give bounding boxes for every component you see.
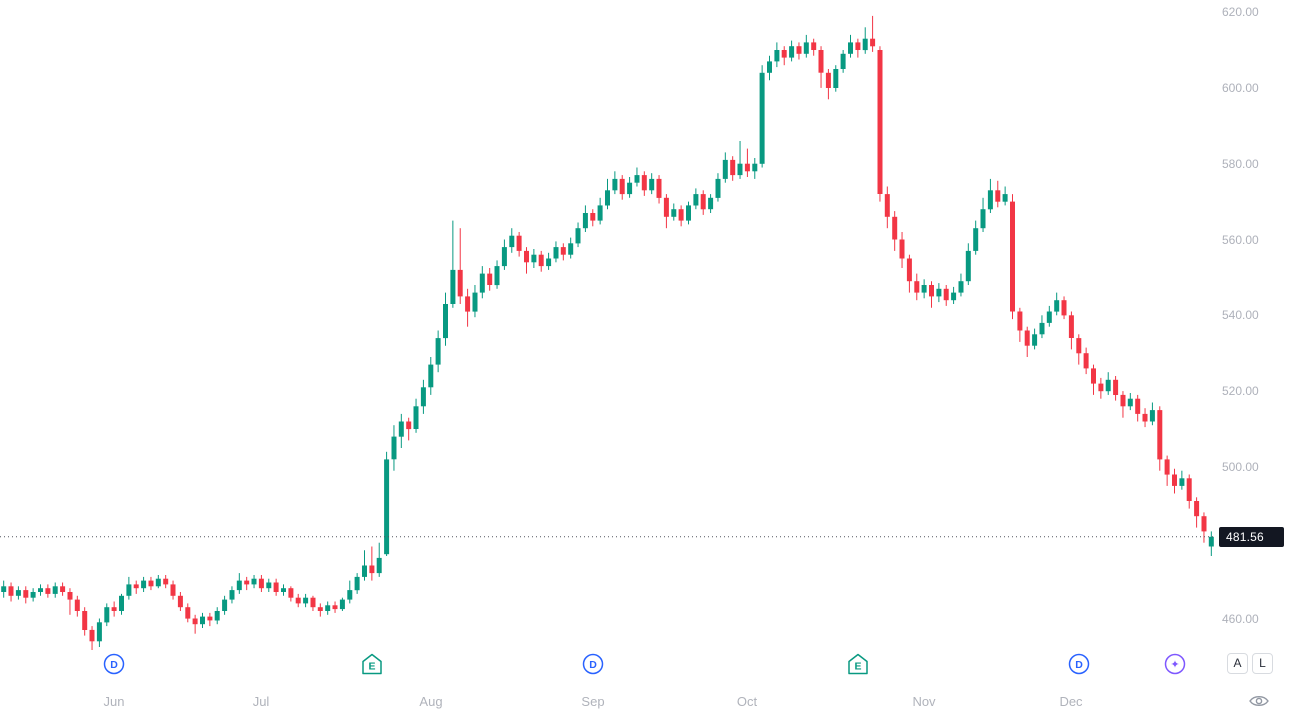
time-axis-label-dec: Dec	[1059, 694, 1083, 709]
candlesticks	[1, 15, 1214, 650]
time-axis-label-sep: Sep	[581, 694, 605, 709]
last-price-badge: 481.56	[1219, 527, 1284, 547]
ai-sparkle-marker[interactable]: ✦	[1164, 653, 1186, 675]
earnings-marker[interactable]: E	[361, 653, 383, 675]
svg-text:E: E	[368, 661, 375, 673]
svg-text:D: D	[589, 659, 597, 671]
svg-text:D: D	[110, 659, 118, 671]
price-axis-label: 500.00	[1222, 460, 1259, 474]
price-axis-label: 520.00	[1222, 384, 1259, 398]
time-axis-label-oct: Oct	[736, 694, 758, 709]
price-axis-label: 620.00	[1222, 5, 1259, 19]
price-axis-label: 600.00	[1222, 81, 1259, 95]
svg-text:D: D	[1075, 659, 1083, 671]
svg-text:E: E	[854, 661, 861, 673]
time-axis-label-nov: Nov	[912, 694, 936, 709]
price-axis-label: 460.00	[1222, 612, 1259, 626]
price-axis-label: 560.00	[1222, 233, 1259, 247]
earnings-marker[interactable]: E	[847, 653, 869, 675]
price-axis-label: 580.00	[1222, 157, 1259, 171]
log-scale-button[interactable]: L	[1252, 653, 1273, 674]
price-axis-label: 540.00	[1222, 308, 1259, 322]
dividend-marker[interactable]: D	[582, 653, 604, 675]
price-axis[interactable]: 481.56 620.00 600.00 580.00 560.00 540.00 520…	[1215, 0, 1292, 715]
eye-icon[interactable]	[1248, 692, 1270, 710]
time-axis-label-jun: Jun	[103, 694, 125, 709]
svg-text:✦: ✦	[1170, 659, 1179, 671]
dividend-marker[interactable]: D	[1068, 653, 1090, 675]
auto-scale-button[interactable]: A	[1227, 653, 1248, 674]
dividend-marker[interactable]: D	[103, 653, 125, 675]
candlestick-chart[interactable]	[0, 0, 1215, 650]
time-axis-label-jul: Jul	[252, 694, 270, 709]
time-axis-label-aug: Aug	[419, 694, 443, 709]
